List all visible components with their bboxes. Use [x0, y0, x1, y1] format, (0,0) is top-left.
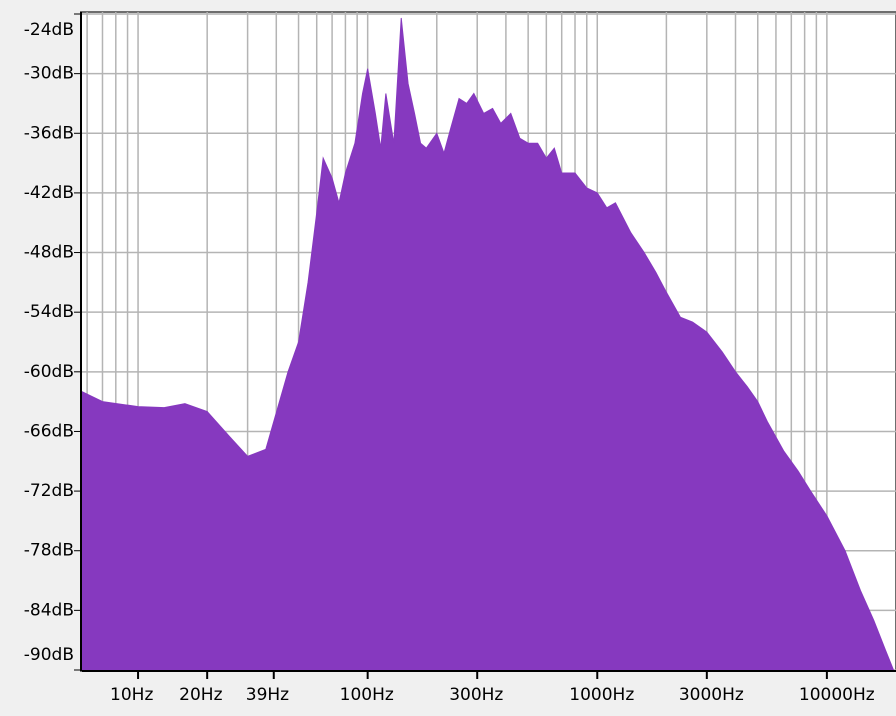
y-tick-label: -90dB [24, 645, 74, 665]
x-tick-label: 20Hz [179, 685, 222, 705]
y-tick-label: -24dB [24, 20, 74, 40]
y-tick-label: -54dB [24, 302, 74, 322]
x-tick-label: 300Hz [449, 685, 503, 705]
y-tick-label: -48dB [24, 243, 74, 263]
y-tick-label: -72dB [24, 481, 74, 501]
y-tick-label: -30dB [24, 64, 74, 84]
x-tick-label: 10Hz [110, 685, 153, 705]
y-tick-label: -78dB [24, 541, 74, 561]
x-tick-label: 39Hz [246, 685, 289, 705]
y-tick-label: -42dB [24, 183, 74, 203]
y-tick-label: -60dB [24, 362, 74, 382]
x-tick-label: 100Hz [340, 685, 394, 705]
x-tick-label: 1000Hz [569, 685, 634, 705]
y-tick-label: -36dB [24, 123, 74, 143]
x-tick-label: 3000Hz [679, 685, 744, 705]
spectrum-area [81, 17, 895, 671]
x-tick-label: 10000Hz [799, 685, 875, 705]
y-tick-label: -66dB [24, 421, 74, 441]
y-tick-label: -84dB [24, 600, 74, 620]
